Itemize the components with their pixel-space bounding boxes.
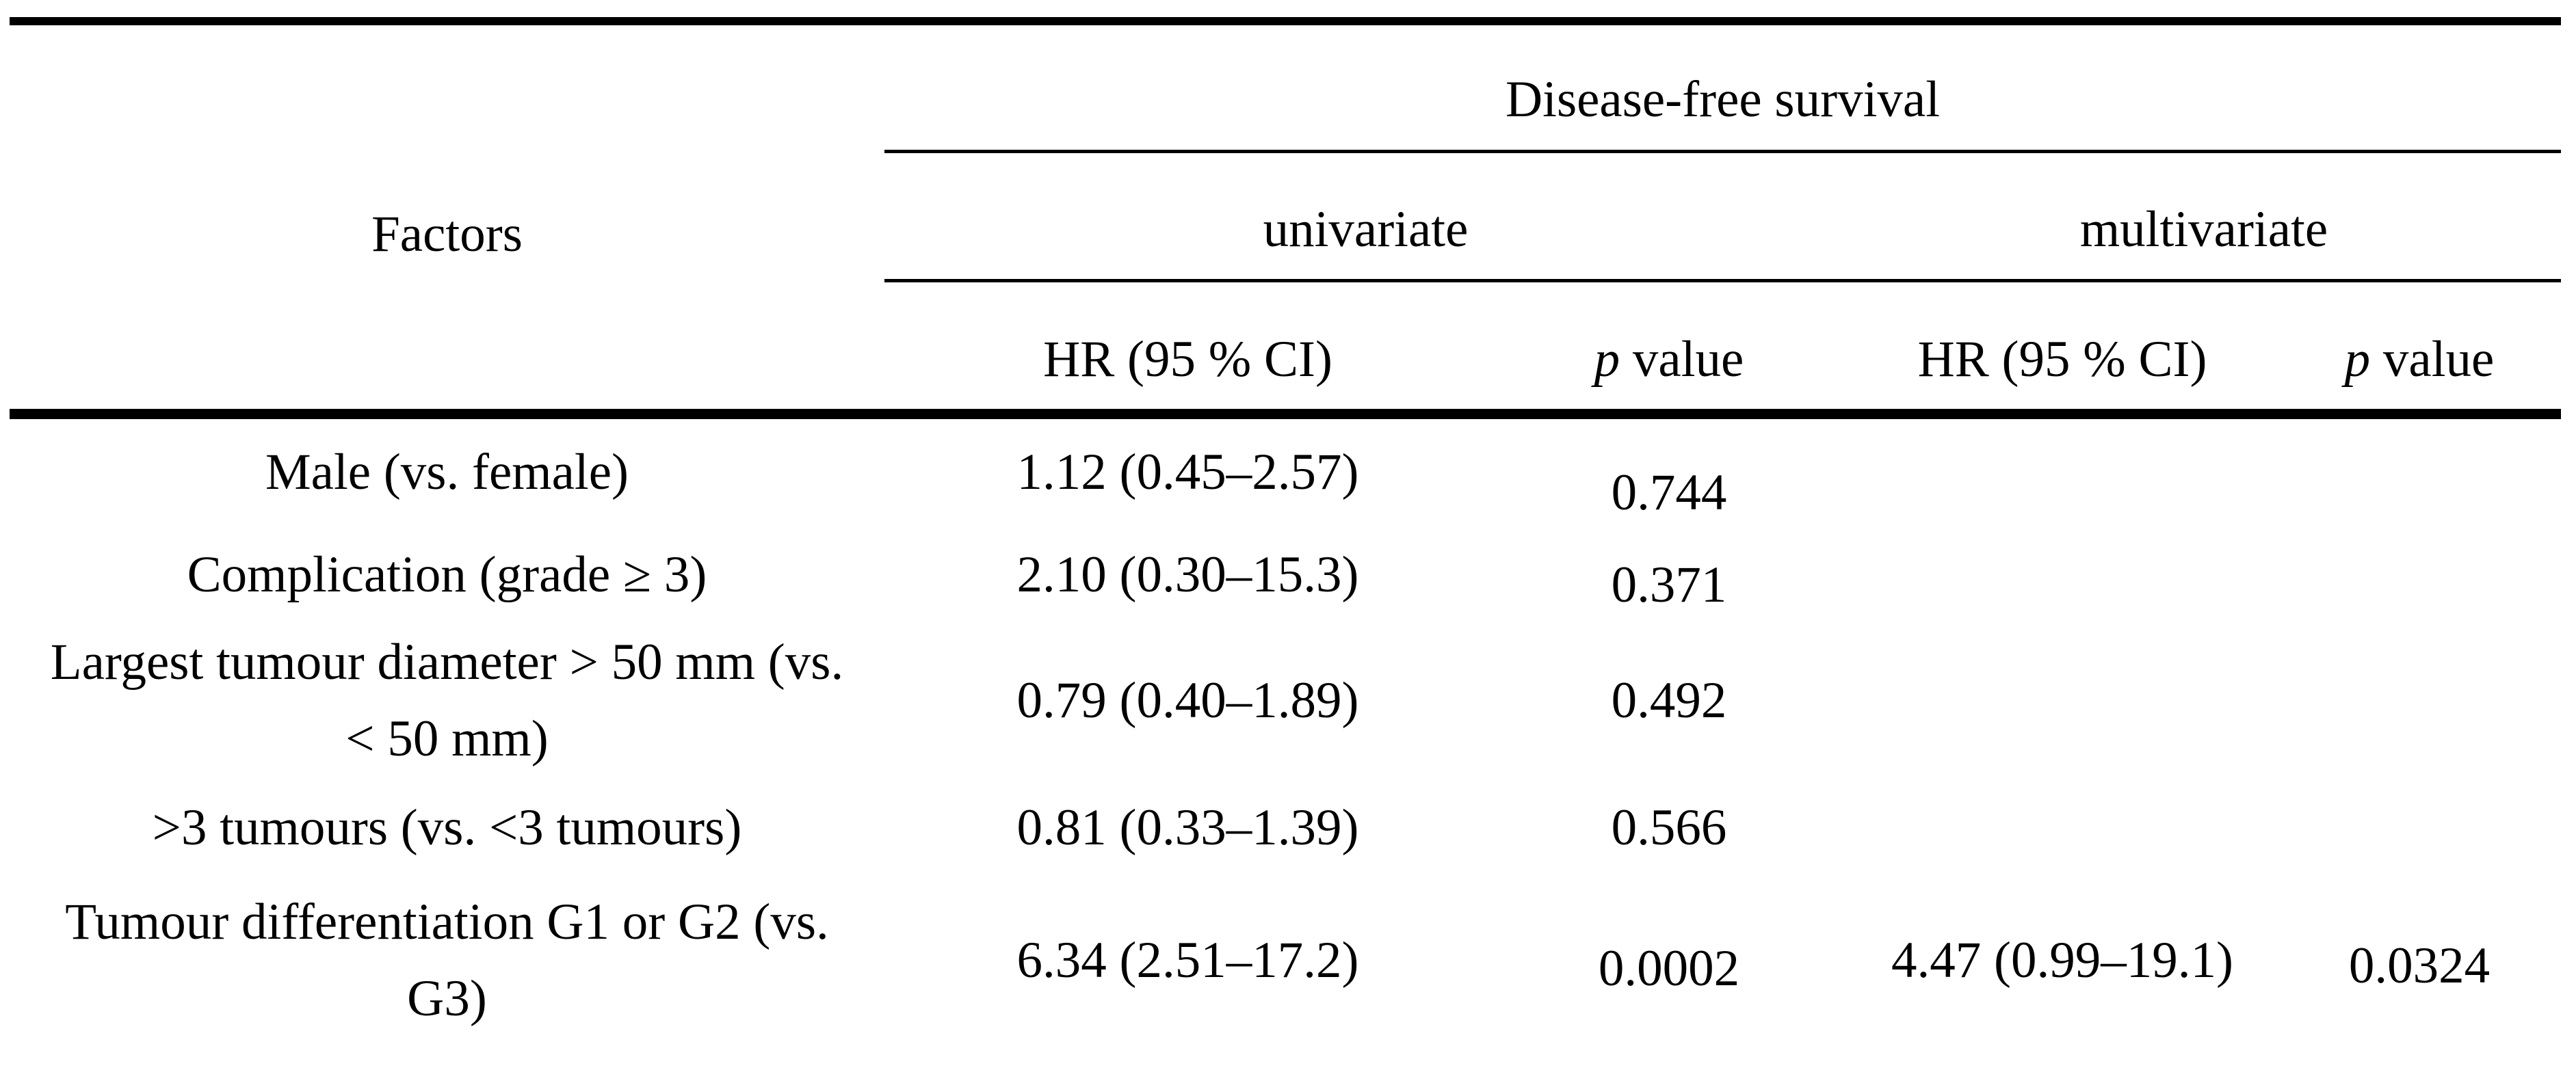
header-factors: Factors: [10, 21, 884, 414]
header-multi-hr: HR (95 % CI): [1847, 281, 2278, 414]
uni-hr-cell: 2.10 (0.30–15.3): [884, 525, 1491, 624]
multi-p-cell: [2278, 777, 2561, 879]
multi-p-cell: [2278, 414, 2561, 526]
header-multivariate: multivariate: [1847, 152, 2561, 281]
p-symbol: p: [2345, 331, 2371, 388]
header-multi-p-label: p value: [2345, 321, 2495, 398]
header-multivariate-label: multivariate: [2080, 191, 2328, 268]
uni-hr-value: 6.34 (2.51–17.2): [1017, 922, 1359, 999]
factor-label: Complication (grade ≥ 3): [187, 537, 707, 613]
uni-p-cell: 0.0002: [1491, 879, 1847, 1070]
table-row-male-vs-female: Male (vs. female) 1.12 (0.45–2.57) 0.744: [10, 414, 2561, 526]
header-disease-free-survival: Disease-free survival: [884, 21, 2561, 152]
factor-cell: Tumour differentiation G1 or G2 (vs. G3): [10, 879, 884, 1070]
uni-p-value: 0.744: [1612, 455, 1727, 531]
uni-hr-value: 2.10 (0.30–15.3): [1017, 537, 1359, 613]
header-multi-hr-label: HR (95 % CI): [1918, 321, 2207, 398]
table-row-largest-tumour-diameter: Largest tumour diameter > 50 mm (vs. < 5…: [10, 624, 2561, 777]
uni-hr-value: 0.81 (0.33–1.39): [1017, 790, 1359, 866]
uni-hr-cell: 6.34 (2.51–17.2): [884, 879, 1491, 1070]
multi-p-cell: 0.0324: [2278, 879, 2561, 1070]
multi-hr-cell: 4.47 (0.99–19.1): [1847, 879, 2278, 1070]
factor-label: >3 tumours (vs. <3 tumours): [153, 790, 742, 866]
header-uni-p-label: p value: [1594, 321, 1744, 398]
header-univariate: univariate: [884, 152, 1847, 281]
table-header: Factors Disease-free survival univariate…: [10, 21, 2561, 414]
factor-label: Largest tumour diameter > 50 mm (vs. < 5…: [51, 624, 843, 777]
header-disease-free-survival-label: Disease-free survival: [1506, 62, 1940, 138]
factor-cell: Male (vs. female): [10, 414, 884, 526]
table-row-tumour-count: >3 tumours (vs. <3 tumours) 0.81 (0.33–1…: [10, 777, 2561, 879]
uni-hr-cell: 0.79 (0.40–1.89): [884, 624, 1491, 777]
p-symbol: p: [1594, 331, 1620, 388]
uni-hr-value: 1.12 (0.45–2.57): [1017, 434, 1359, 511]
multi-hr-value: 4.47 (0.99–19.1): [1891, 922, 2233, 999]
header-factors-label: Factors: [371, 196, 523, 273]
multi-p-cell: [2278, 624, 2561, 777]
uni-hr-cell: 1.12 (0.45–2.57): [884, 414, 1491, 526]
header-multi-p: p value: [2278, 281, 2561, 414]
factor-cell: Complication (grade ≥ 3): [10, 525, 884, 624]
survival-analysis-table: Factors Disease-free survival univariate…: [10, 17, 2561, 1070]
header-uni-p: p value: [1491, 281, 1847, 414]
uni-p-value: 0.0002: [1599, 931, 1739, 1007]
table-row-complication: Complication (grade ≥ 3) 2.10 (0.30–15.3…: [10, 525, 2561, 624]
uni-p-cell: 0.566: [1491, 777, 1847, 879]
value-word: value: [2370, 331, 2494, 388]
uni-p-value: 0.566: [1612, 790, 1727, 866]
multi-p-value: 0.0324: [2349, 928, 2490, 1004]
header-uni-hr-label: HR (95 % CI): [1043, 321, 1332, 398]
factor-label: Male (vs. female): [265, 434, 629, 511]
factor-cell: Largest tumour diameter > 50 mm (vs. < 5…: [10, 624, 884, 777]
multi-hr-cell: [1847, 624, 2278, 777]
factor-label: Tumour differentiation G1 or G2 (vs. G3): [65, 884, 829, 1037]
multi-p-cell: [2278, 525, 2561, 624]
uni-hr-cell: 0.81 (0.33–1.39): [884, 777, 1491, 879]
uni-p-cell: 0.492: [1491, 624, 1847, 777]
multi-hr-cell: [1847, 525, 2278, 624]
table-body: Male (vs. female) 1.12 (0.45–2.57) 0.744…: [10, 414, 2561, 1070]
header-uni-hr: HR (95 % CI): [884, 281, 1491, 414]
uni-p-cell: 0.371: [1491, 525, 1847, 624]
value-word: value: [1620, 331, 1744, 388]
uni-p-value: 0.492: [1612, 663, 1727, 739]
uni-p-value: 0.371: [1612, 547, 1727, 624]
factor-cell: >3 tumours (vs. <3 tumours): [10, 777, 884, 879]
uni-hr-value: 0.79 (0.40–1.89): [1017, 663, 1359, 739]
multi-hr-cell: [1847, 414, 2278, 526]
multi-hr-cell: [1847, 777, 2278, 879]
header-univariate-label: univariate: [1263, 191, 1469, 268]
uni-p-cell: 0.744: [1491, 414, 1847, 526]
table-row-tumour-differentiation: Tumour differentiation G1 or G2 (vs. G3)…: [10, 879, 2561, 1070]
header-row-group: Factors Disease-free survival: [10, 21, 2561, 152]
